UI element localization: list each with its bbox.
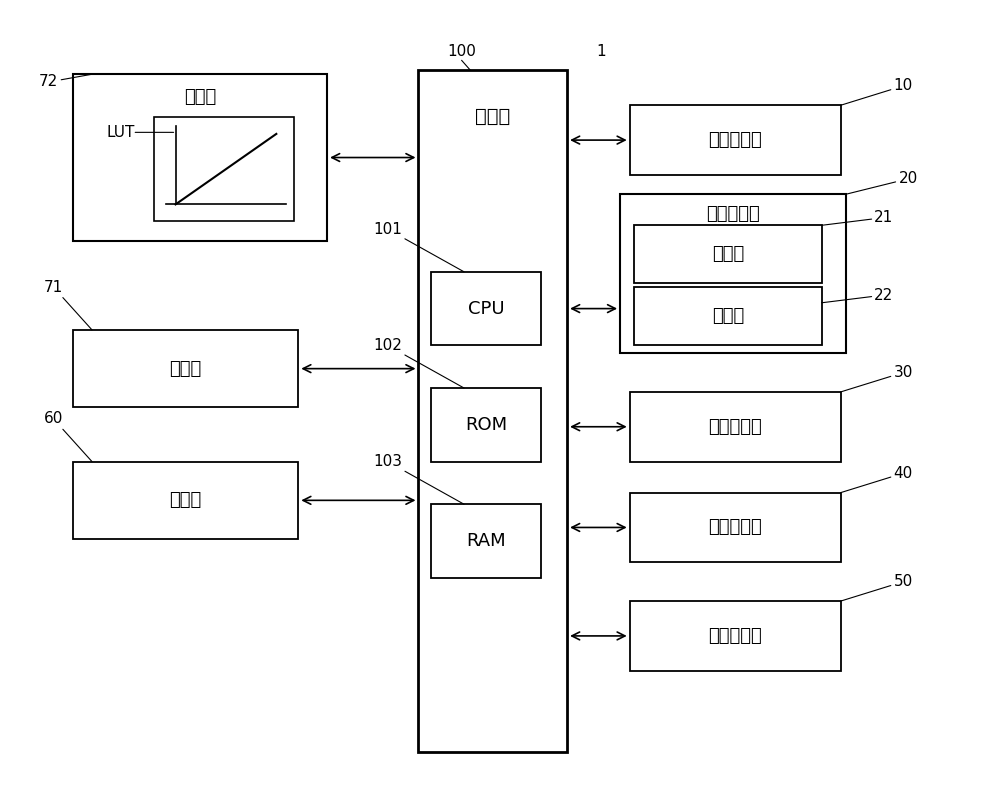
Text: CPU: CPU	[468, 299, 504, 318]
Text: 1: 1	[596, 44, 606, 58]
Text: 21: 21	[822, 210, 894, 225]
Text: 定影部: 定影部	[169, 491, 202, 509]
Text: 纸张输送部: 纸张输送部	[708, 627, 762, 645]
Bar	[431, 504, 541, 578]
Text: 40: 40	[841, 466, 913, 492]
Text: 图像处理部: 图像处理部	[708, 418, 762, 436]
Text: 通信部: 通信部	[169, 360, 202, 378]
Bar	[634, 225, 822, 283]
Text: 101: 101	[373, 222, 464, 272]
Text: 存储部: 存储部	[184, 89, 216, 107]
Text: 图像读取部: 图像读取部	[708, 131, 762, 149]
Text: 显示部: 显示部	[712, 245, 744, 263]
Bar	[620, 194, 846, 353]
Text: 60: 60	[44, 412, 92, 462]
Bar	[73, 462, 298, 539]
Bar	[73, 74, 327, 240]
Text: 103: 103	[373, 454, 464, 504]
Text: 50: 50	[841, 575, 913, 601]
Bar	[634, 287, 822, 345]
Text: ROM: ROM	[465, 416, 507, 434]
Text: 102: 102	[373, 338, 464, 388]
Text: 71: 71	[44, 280, 92, 330]
Text: 100: 100	[447, 44, 476, 58]
Bar	[154, 117, 294, 221]
Text: 操作显示部: 操作显示部	[706, 205, 760, 223]
Bar	[630, 492, 841, 562]
Text: LUT: LUT	[106, 125, 135, 140]
Text: 10: 10	[841, 78, 913, 105]
Bar	[418, 70, 567, 752]
Text: 72: 72	[39, 74, 92, 90]
Bar	[431, 388, 541, 462]
Text: 30: 30	[841, 365, 913, 392]
Bar	[630, 601, 841, 671]
Text: 20: 20	[846, 171, 918, 194]
Text: 控制部: 控制部	[475, 107, 510, 127]
Text: 操作部: 操作部	[712, 307, 744, 325]
Text: 图像形成部: 图像形成部	[708, 518, 762, 537]
Bar	[630, 105, 841, 175]
Bar	[73, 330, 298, 408]
Bar	[630, 392, 841, 462]
Text: 22: 22	[822, 287, 894, 303]
Text: RAM: RAM	[466, 532, 506, 550]
Bar	[431, 272, 541, 345]
